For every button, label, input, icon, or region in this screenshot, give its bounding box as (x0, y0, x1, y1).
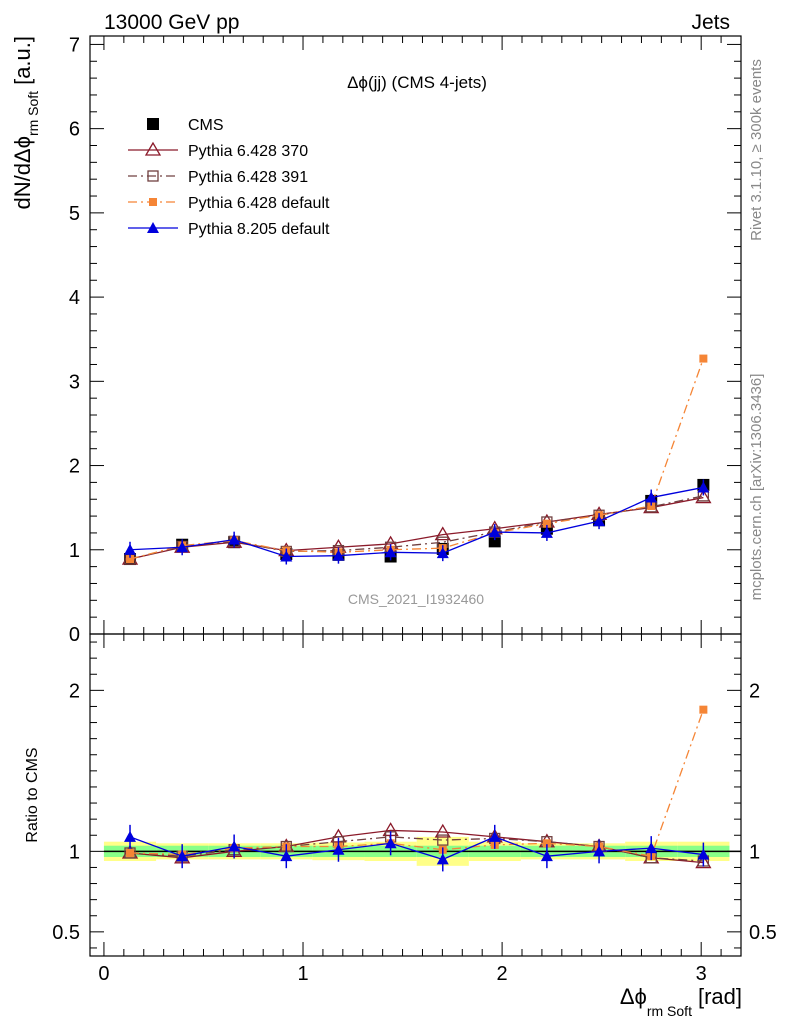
rivet-version-label: Rivet 3.1.10, ≥ 300k events (748, 59, 765, 241)
ratio-data-point (542, 839, 551, 848)
ratio-data-point (126, 848, 135, 857)
ratio-data-point (697, 848, 710, 860)
data-point (280, 550, 293, 562)
y-tick-label: 3 (69, 371, 80, 393)
ratio-data-point (593, 845, 606, 857)
ratio-series-pythia-8-205-default (124, 824, 710, 872)
legend-marker (147, 222, 159, 233)
data-point (488, 526, 501, 538)
ratio-data-point (384, 837, 397, 849)
series-line (129, 358, 704, 560)
ratio-data-point (434, 823, 451, 838)
ratio-y-tick-label-right: 1 (749, 841, 760, 863)
ratio-data-point (488, 830, 501, 842)
ratio-y-tick-label: 0.5 (52, 922, 80, 944)
data-point (434, 526, 451, 541)
plot-title: Δϕ(jj) (CMS 4-jets) (347, 73, 487, 92)
ratio-data-point (176, 850, 189, 862)
data-point (126, 555, 135, 564)
ratio-series-line (129, 709, 704, 857)
legend-label: Pythia 6.428 391 (188, 169, 308, 186)
data-point (384, 546, 397, 558)
ratio-series-line (129, 836, 704, 861)
ratio-y-tick-label-right: 2 (749, 680, 760, 702)
y-tick-label: 7 (69, 34, 80, 56)
legend-marker (144, 141, 162, 156)
data-point (697, 481, 710, 493)
ratio-data-point (699, 705, 708, 714)
ratio-data-point (436, 853, 449, 865)
legend: CMS Pythia 6.428 370 Pythia 6.428 391 Pythi… (128, 117, 330, 238)
ratio-plot-frame (89, 633, 742, 957)
data-point (176, 541, 189, 553)
ratio-y-tick-label: 2 (69, 680, 80, 702)
legend-marker (149, 198, 157, 206)
ratio-y-tick-label: 1 (69, 841, 80, 863)
y-tick-label: 6 (69, 119, 80, 141)
legend-label: Pythia 6.428 default (188, 195, 330, 212)
ratio-data-point (228, 840, 241, 852)
series-pythia-6-428-default (126, 354, 708, 564)
y-tick-label: 2 (69, 456, 80, 478)
legend-marker (147, 118, 159, 130)
data-point (540, 526, 553, 538)
ratio-data-point (124, 830, 137, 842)
y-tick-label: 4 (69, 287, 80, 309)
mcplots-label: mcplots.cern.ch [arXiv:1306.3436] (748, 374, 765, 601)
series-line (129, 496, 704, 560)
data-point (699, 354, 708, 363)
data-point (124, 543, 137, 555)
data-point (593, 515, 606, 527)
legend-label: Pythia 8.205 default (188, 221, 330, 238)
ratio-data-point (695, 854, 712, 869)
x-axis-label: Δϕrm Soft[rad] (620, 984, 742, 1019)
legend-label: Pythia 6.428 370 (188, 143, 308, 160)
analysis-watermark: CMS_2021_I1932460 (348, 591, 484, 607)
data-point (542, 519, 551, 528)
y-tick-label: 5 (69, 203, 80, 225)
data-point (647, 501, 656, 510)
x-tick-label: 2 (497, 963, 508, 985)
data-point (332, 549, 345, 561)
header-energy-label: 13000 GeV pp (104, 11, 239, 34)
x-tick-label: 1 (297, 963, 308, 985)
main-y-axis-label: dN/dΔϕrm Soft[a.u.] (10, 36, 41, 210)
header-jets-label: Jets (691, 11, 730, 34)
data-point (228, 533, 241, 545)
series-line (129, 495, 704, 560)
x-tick-label: 3 (696, 963, 707, 985)
ratio-plot-panel: 0.5 0.5 1 1 2 2 0 1 2 3 Ratio to CMS Δϕrm Soft[rad] (24, 633, 777, 1019)
ratio-data-point (645, 842, 658, 854)
legend-marker (147, 170, 159, 182)
y-tick-label: 0 (69, 624, 80, 646)
ratio-y-tick-label-right: 0.5 (749, 922, 777, 944)
ratio-data-point (540, 850, 553, 862)
legend-label: CMS (188, 117, 224, 134)
ratio-data-point (280, 850, 293, 862)
data-point (488, 535, 501, 548)
x-tick-label: 0 (98, 963, 109, 985)
data-point (645, 491, 658, 503)
main-plot-panel: 0 1 2 3 4 5 6 7 Δϕ(jj) (CMS 4-jets) CMS_2021_I193… (10, 34, 742, 646)
series-line (129, 486, 704, 558)
ratio-y-axis-label: Ratio to CMS (24, 747, 41, 842)
data-point (436, 547, 449, 559)
y-tick-label: 1 (69, 540, 80, 562)
ratio-data-point (332, 843, 345, 855)
series-pythia-8-205-default (124, 479, 710, 565)
ratio-data-point (437, 834, 449, 846)
